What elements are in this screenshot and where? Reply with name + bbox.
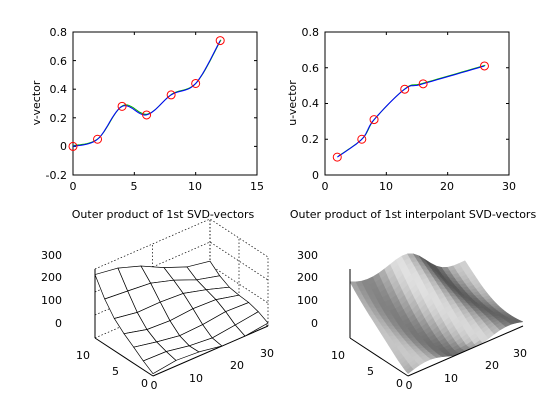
- plot3-ztick-label: 200: [41, 271, 62, 284]
- plot2-marker: [369, 115, 379, 125]
- plot3-ztick-labels: 0 100 200 300: [41, 249, 62, 330]
- plot1-marker: [215, 36, 225, 46]
- plot2-ytick-label: 0.2: [302, 133, 320, 146]
- plot3-right-tick-label: 10: [189, 372, 203, 385]
- plot1-ytick-label: -0.2: [46, 169, 67, 182]
- plot3-grid-line: [94, 264, 269, 316]
- plot1-ytick-label: 0.8: [50, 26, 68, 39]
- plot3-axis-left: [94, 337, 154, 377]
- plot2-markers: [332, 61, 489, 162]
- plot3-grid-line: [94, 218, 269, 270]
- plot1-marker: [117, 101, 127, 111]
- plot4-ztick-labels: 0 100 200 300: [297, 249, 318, 330]
- plot-u-vector: u-vector 0 10 20 30 0 0.2 0.4 0.6 0.8: [286, 26, 516, 193]
- plot3-surface: [94, 260, 269, 375]
- plot1-markers: [68, 36, 225, 151]
- plot2-ytick-label: 0.8: [302, 26, 320, 39]
- plot1-marker: [191, 78, 201, 88]
- plot1-axes-box: [72, 31, 258, 176]
- plot4-right-tick-labels: 0 10 20 30: [406, 347, 528, 392]
- plot1-series-blue: [72, 40, 221, 147]
- plot3-ztick-label: 0: [55, 317, 62, 330]
- plot2-series-blue: [337, 65, 485, 158]
- plot1-ylabel: v-vector: [30, 80, 43, 125]
- plot2-ylabel: u-vector: [286, 80, 299, 126]
- plot2-xtick-label: 30: [502, 180, 516, 193]
- plot4-ztick-label: 300: [297, 249, 318, 262]
- plot4-ztick-label: 100: [297, 294, 318, 307]
- plot1-ytick-label: 0.4: [50, 83, 68, 96]
- plot1-marker: [93, 134, 103, 144]
- plot1-xtick-label: 10: [188, 180, 202, 193]
- plot-v-vector: v-vector 0 5 10 15 -0.2 0 0.2 0.4 0.6 0.…: [30, 26, 264, 193]
- plot3-ztick-label: 100: [41, 294, 62, 307]
- plot2-ytick-labels: 0 0.2 0.4 0.6 0.8: [302, 26, 320, 182]
- plot3-left-tick-labels: 0 5 10: [76, 349, 148, 390]
- plot-mesh-surface: Outer product of 1st SVD-vectors 0 100 2…: [41, 208, 274, 392]
- plot2-ytick-label: 0.4: [302, 97, 320, 110]
- plot4-right-tick-label: 20: [485, 359, 499, 372]
- plot2-marker: [332, 152, 342, 162]
- plot1-xtick-label: 0: [70, 180, 77, 193]
- plot1-xtick-labels: 0 5 10 15: [70, 180, 265, 193]
- plot2-ytick-label: 0.6: [302, 62, 320, 75]
- plot1-marker: [166, 90, 176, 100]
- plot4-axis-left: [349, 337, 409, 377]
- plot3-left-tick-label: 0: [141, 377, 148, 390]
- plot1-xtick-label: 15: [250, 180, 264, 193]
- plot1-ytick-labels: -0.2 0 0.2 0.4 0.6 0.8: [46, 26, 67, 182]
- plot3-left-tick-label: 10: [76, 349, 90, 362]
- plot1-ytick-label: 0.6: [50, 55, 68, 68]
- plot2-axes-box: [324, 31, 510, 176]
- plot2-marker: [418, 79, 428, 89]
- plot1-marker: [142, 110, 152, 120]
- plot4-ztick-label: 200: [297, 271, 318, 284]
- plot2-marker: [479, 61, 489, 71]
- plot1-series: [72, 39, 222, 147]
- plot3-right-tick-label: 30: [260, 347, 274, 360]
- plot2-xtick-label: 0: [322, 180, 329, 193]
- plot2-xtick-label: 10: [379, 180, 393, 193]
- plot3-axis-right: [152, 325, 269, 377]
- plot4-left-tick-label: 0: [396, 377, 403, 390]
- plot2-marker: [400, 84, 410, 94]
- plot3-ztick-label: 300: [41, 249, 62, 262]
- plot1-xtick-label: 5: [131, 180, 138, 193]
- plot4-right-tick-label: 10: [444, 372, 458, 385]
- plot3-right-tick-label: 0: [151, 379, 158, 392]
- plot3-right-tick-label: 20: [230, 359, 244, 372]
- plot3-right-tick-labels: 0 10 20 30: [151, 347, 275, 392]
- plot3-title: Outer product of 1st SVD-vectors: [72, 208, 255, 221]
- plot4-ztick-label: 0: [311, 317, 318, 330]
- plot2-ytick-label: 0: [312, 169, 319, 182]
- plot4-surface-patch: [513, 320, 524, 323]
- plot4-right-tick-label: 0: [406, 379, 413, 392]
- plot4-title: Outer product of 1st interpolant SVD-vec…: [290, 208, 537, 221]
- plot1-marker: [68, 141, 78, 151]
- plot1-ytick-label: 0.2: [50, 112, 68, 125]
- plot2-xtick-labels: 0 10 20 30: [322, 180, 517, 193]
- plot3-mesh-cell: [234, 311, 269, 337]
- plot4-surface: [349, 253, 524, 377]
- plot4-axis-right: [407, 325, 524, 377]
- plot3-grid-line: [94, 241, 269, 293]
- plot2-xtick-label: 20: [440, 180, 454, 193]
- plot-filled-surface: Outer product of 1st interpolant SVD-vec…: [290, 208, 537, 392]
- plot2-marker: [357, 134, 367, 144]
- plot3-left-tick-label: 5: [112, 365, 119, 378]
- plot4-right-tick-label: 30: [513, 347, 527, 360]
- plot4-left-tick-label: 10: [331, 349, 345, 362]
- plot4-left-tick-labels: 0 5 10: [331, 349, 403, 390]
- plot1-ytick-label: 0: [60, 140, 67, 153]
- plot2-ticks: [324, 31, 510, 176]
- plot4-left-tick-label: 5: [367, 365, 374, 378]
